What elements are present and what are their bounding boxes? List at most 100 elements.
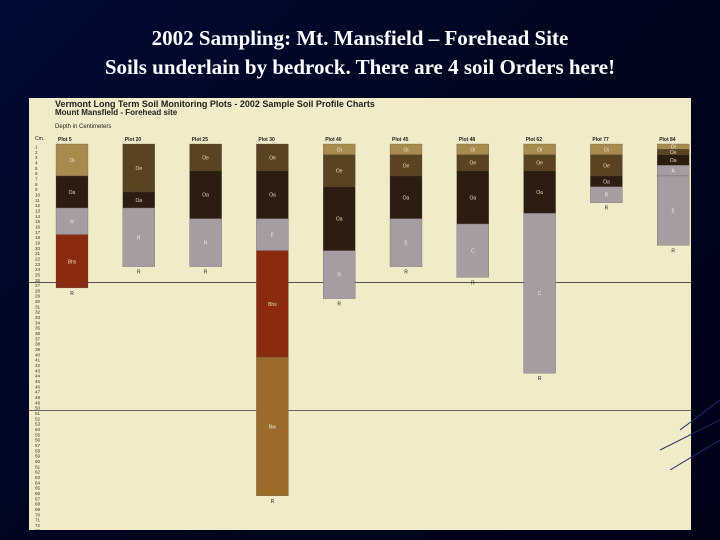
plot-header-label: Plot 30 xyxy=(258,137,275,143)
y-tick-label: 36 xyxy=(35,331,41,336)
horizon-label: Oa xyxy=(202,193,209,199)
y-tick-label: 7 xyxy=(35,176,38,181)
y-tick-label: 60 xyxy=(35,459,41,464)
y-tick-label: 28 xyxy=(35,288,41,293)
y-tick-label: 19 xyxy=(35,240,41,245)
horizon-segment xyxy=(122,207,155,267)
y-tick-label: 9 xyxy=(35,187,38,192)
y-tick-label: 52 xyxy=(35,416,41,421)
y-tick-label: 25 xyxy=(35,272,41,277)
y-tick-label: 4 xyxy=(35,160,38,165)
bedrock-label: R xyxy=(70,291,74,297)
y-tick-label: 49 xyxy=(35,400,41,405)
horizon-label: C xyxy=(538,291,542,297)
horizon-label: Oe xyxy=(135,166,142,172)
bedrock-label: R xyxy=(671,248,675,254)
slide-title-line-1: 2002 Sampling: Mt. Mansfield – Forehead … xyxy=(151,26,569,50)
y-tick-label: 20 xyxy=(35,246,41,251)
horizon-label: Oe xyxy=(603,163,610,169)
horizon-segment xyxy=(55,143,89,177)
horizon-segment xyxy=(590,186,623,203)
y-tick-label: 61 xyxy=(35,464,41,469)
y-tick-label: 42 xyxy=(35,363,41,368)
y-tick-label: 58 xyxy=(35,448,41,453)
bedrock-label: R xyxy=(204,270,208,276)
horizon-label: Oa xyxy=(603,179,610,185)
y-tick-label: 23 xyxy=(35,262,41,267)
y-tick-label: 24 xyxy=(35,267,41,272)
horizon-label: R xyxy=(204,241,208,247)
bedrock-label: R xyxy=(471,280,475,286)
y-tick-label: 45 xyxy=(35,379,41,384)
horizon-segment xyxy=(523,170,556,214)
bedrock-label: R xyxy=(337,302,341,308)
horizon-segment xyxy=(189,218,222,267)
horizon-label: Oe xyxy=(536,161,543,167)
y-tick-label: 48 xyxy=(35,395,41,400)
y-tick-label: 65 xyxy=(35,486,41,491)
horizon-label: Bhs xyxy=(268,302,277,308)
y-tick-label: 66 xyxy=(35,491,41,496)
y-tick-label: 8 xyxy=(35,182,38,187)
y-tick-label: 59 xyxy=(35,454,41,459)
horizon-label: R xyxy=(70,219,74,225)
horizon-label: Oa xyxy=(403,195,410,201)
horizon-label: Oi xyxy=(70,158,75,164)
horizon-segment xyxy=(256,170,289,219)
y-tick-label: 34 xyxy=(35,320,41,325)
y-tick-label: 26 xyxy=(35,278,41,283)
y-tick-label: 5 xyxy=(35,166,38,171)
horizon-segment xyxy=(256,218,289,251)
y-tick-label: 31 xyxy=(35,304,41,309)
y-tick-label: 11 xyxy=(35,198,40,203)
plot-header-label: Plot 48 xyxy=(459,137,476,143)
y-tick-label: 2 xyxy=(35,150,38,155)
y-tick-label: 70 xyxy=(35,512,41,517)
bedrock-label: R xyxy=(605,206,609,212)
horizon-label: Oa xyxy=(69,190,76,196)
y-tick-label: 68 xyxy=(35,502,41,507)
y-tick-label: 33 xyxy=(35,315,41,320)
y-tick-label: 30 xyxy=(35,299,41,304)
y-tick-label: 27 xyxy=(35,283,41,288)
y-tick-label: 37 xyxy=(35,336,41,341)
y-tick-label: 22 xyxy=(35,256,41,261)
y-tick-label: 57 xyxy=(35,443,41,448)
y-tick-label: 55 xyxy=(35,432,41,437)
horizon-segment xyxy=(122,143,155,193)
horizon-segment xyxy=(189,170,222,219)
y-tick-label: 16 xyxy=(35,224,41,229)
horizon-segment xyxy=(55,207,89,235)
horizon-label: R xyxy=(337,273,341,279)
y-tick-label: 41 xyxy=(35,358,41,363)
plot-header-label: Plot 77 xyxy=(592,137,609,143)
horizon-segment xyxy=(55,234,89,289)
y-axis-label: Depth in Centimeters xyxy=(55,124,112,130)
plot-header-label: Plot 84 xyxy=(659,137,676,143)
decorative-corner-lines xyxy=(660,399,720,470)
horizon-segment xyxy=(256,357,289,496)
horizon-label: Oi xyxy=(537,147,542,153)
y-tick-label: 40 xyxy=(35,352,41,357)
bedrock-label: R xyxy=(538,376,542,382)
y-tick-label: 62 xyxy=(35,470,41,475)
y-tick-label: 6 xyxy=(35,171,38,176)
horizon-label: Oi xyxy=(671,145,676,151)
horizon-label: Oe xyxy=(202,155,209,161)
horizon-segment xyxy=(55,175,89,209)
y-tick-label: 44 xyxy=(35,374,41,379)
y-tick-label: 32 xyxy=(35,310,41,315)
horizon-segment xyxy=(657,175,690,246)
plot-header-label: Plot 45 xyxy=(392,137,409,143)
slide-title: 2002 Sampling: Mt. Mansfield – Forehead … xyxy=(0,0,720,82)
soil-profile-chart: Cm. 1 2 3 4 5 6 7 8 9 10 11 12 13 14 15 16 17 18 19 20 21 22 23… xyxy=(29,98,691,530)
plot-header-label: Plot 25 xyxy=(192,137,209,143)
soil-profile-svg: Cm.1234567891011121314151617181920212223… xyxy=(29,136,691,530)
y-tick-label: 3 xyxy=(35,155,38,160)
y-tick-label: 53 xyxy=(35,422,41,427)
horizon-label: Bhs xyxy=(68,259,77,265)
horizon-label: Oe xyxy=(269,155,276,161)
y-axis-header: Cm. xyxy=(35,136,44,142)
y-tick-label: 72 xyxy=(35,523,41,528)
horizon-label: Oe xyxy=(336,169,343,175)
